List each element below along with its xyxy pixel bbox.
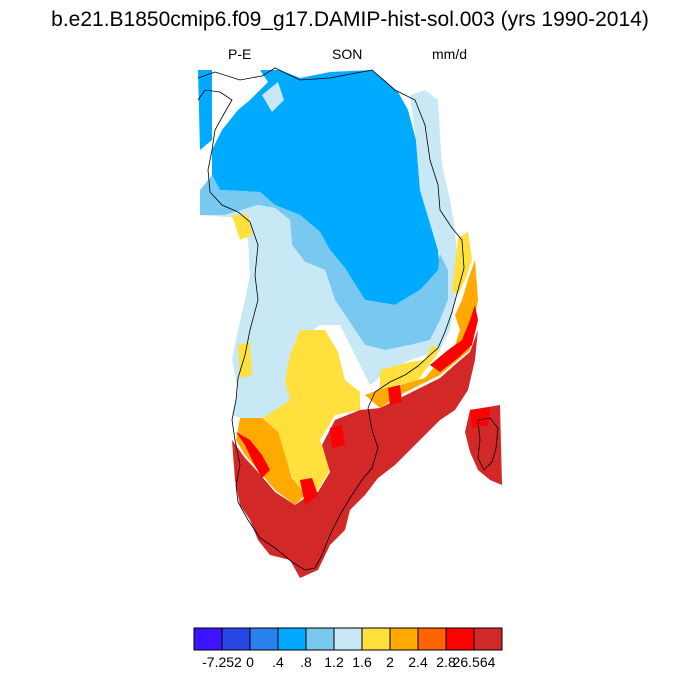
colorbar-tick-label: 2.8: [436, 654, 456, 670]
colorbar-tick-label: 2: [386, 654, 394, 670]
coastline-island: [477, 417, 499, 471]
region-yellow-west: [238, 342, 252, 378]
region-lightblue: [200, 175, 448, 350]
colorbar-swatch: [277, 627, 307, 651]
colorbar-swatch: [249, 627, 279, 651]
colorbar-swatch: [417, 627, 447, 651]
region-yellow-center: [260, 330, 360, 492]
region-paleblue-top: [262, 82, 284, 112]
figure-title: b.e21.B1850cmip6.f09_g17.DAMIP-hist-sol.…: [51, 8, 649, 31]
colorbar-swatch: [361, 627, 391, 651]
coastline: [197, 67, 465, 571]
units-label: mm/d: [432, 46, 467, 62]
region-red-3: [330, 425, 345, 448]
region-orange-east: [365, 260, 478, 408]
colorbar-tick-label: 2.4: [408, 654, 428, 670]
colorbar-swatch: [305, 627, 335, 651]
region-paleblue: [200, 90, 458, 420]
region-yellow-coast: [452, 232, 472, 295]
colorbar-boxes: [193, 627, 503, 651]
region-yellow-east: [380, 345, 440, 390]
colorbar-swatch: [333, 627, 363, 651]
colorbar-swatch: [221, 627, 251, 651]
colorbar-swatch: [389, 627, 419, 651]
colorbar-tick-label: 1.6: [352, 654, 372, 670]
season-label: SON: [332, 46, 363, 62]
region-orange: [236, 418, 305, 505]
colorbar-tick-label: 26.564: [453, 654, 496, 670]
region-yellow: [232, 215, 252, 240]
colorbar-tick-label: -7.252: [202, 654, 242, 670]
colorbar-swatch: [473, 627, 503, 651]
colorbar-tick-label: 1.2: [324, 654, 344, 670]
region-blue-strip: [198, 70, 212, 150]
colorbar-swatch: [193, 627, 223, 651]
colorbar-labels: -7.252 0 .4 .8 1.2 1.6 2 2.4 2.826.564: [202, 654, 495, 670]
region-red-4: [388, 385, 402, 405]
colorbar-tick-label: .4: [272, 654, 284, 670]
region-blue: [198, 70, 440, 305]
region-red-east: [430, 305, 478, 372]
variable-label: P-E: [228, 46, 252, 62]
region-darkred: [232, 330, 478, 578]
colorbar-tick-label: 0: [246, 654, 254, 670]
colorbar-tick-label: .8: [300, 654, 312, 670]
colorbar-swatch: [445, 627, 475, 651]
region-red: [236, 432, 270, 478]
region-red-2: [300, 478, 318, 505]
region-island-red: [470, 407, 490, 428]
